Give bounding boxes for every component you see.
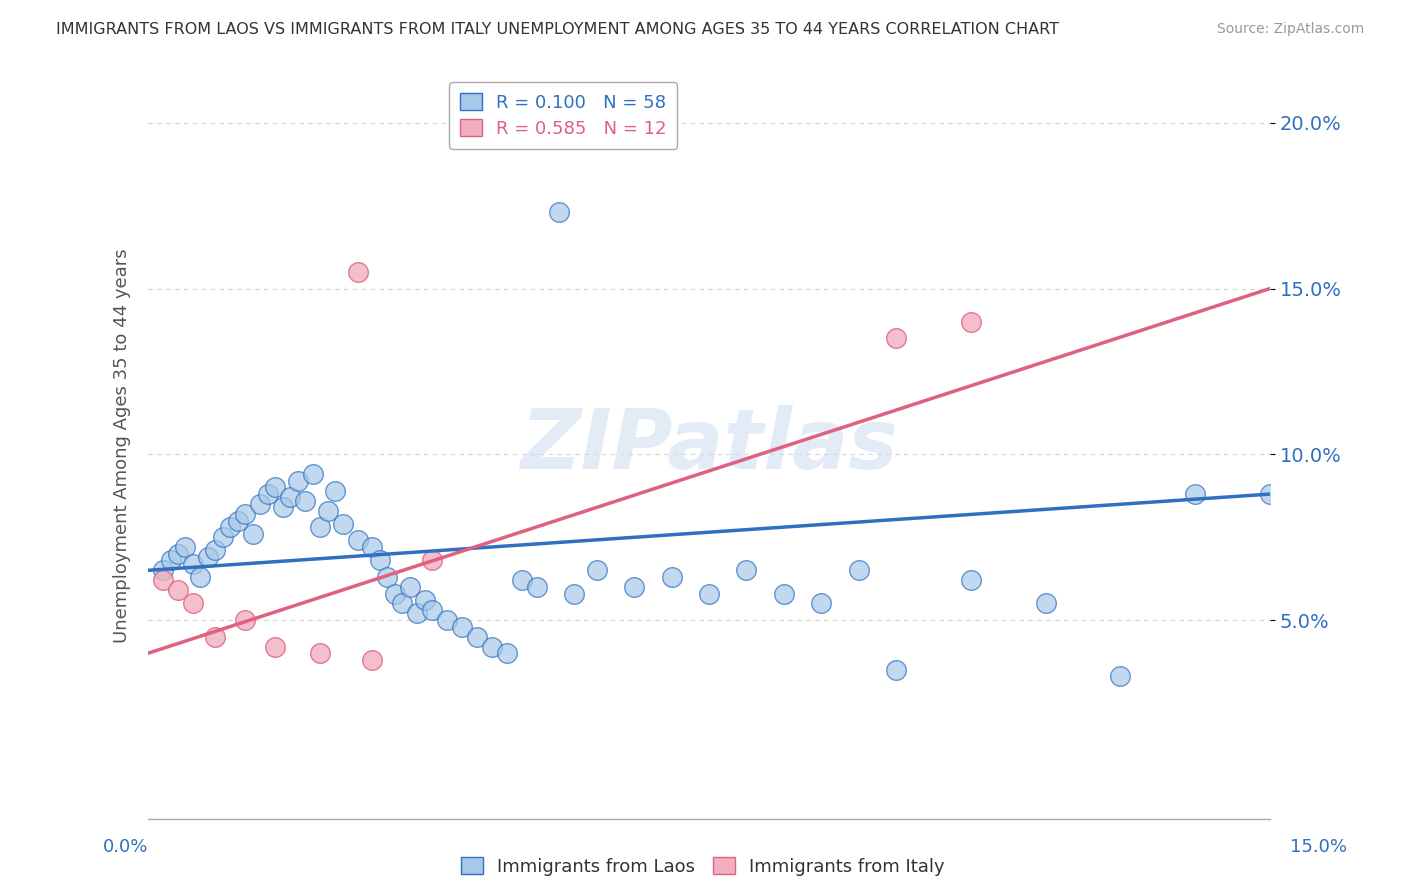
Point: [212, 530, 235, 544]
Point: [264, 480, 287, 494]
Point: [384, 586, 406, 600]
Point: [1184, 487, 1206, 501]
Point: [735, 563, 758, 577]
Point: [167, 583, 190, 598]
Point: [884, 331, 907, 345]
Point: [960, 315, 983, 329]
Point: [152, 574, 174, 588]
Point: [451, 620, 474, 634]
Point: [960, 574, 983, 588]
Point: [1035, 597, 1057, 611]
Point: [368, 553, 391, 567]
Point: [219, 520, 242, 534]
Point: [287, 474, 309, 488]
Point: [391, 597, 413, 611]
Text: 0.0%: 0.0%: [103, 838, 148, 855]
Point: [481, 640, 503, 654]
Point: [884, 663, 907, 677]
Point: [332, 516, 354, 531]
Point: [564, 586, 586, 600]
Point: [586, 563, 609, 577]
Y-axis label: Unemployment Among Ages 35 to 44 years: Unemployment Among Ages 35 to 44 years: [114, 249, 131, 643]
Text: IMMIGRANTS FROM LAOS VS IMMIGRANTS FROM ITALY UNEMPLOYMENT AMONG AGES 35 TO 44 Y: IMMIGRANTS FROM LAOS VS IMMIGRANTS FROM …: [56, 22, 1059, 37]
Point: [309, 646, 332, 660]
Point: [181, 557, 204, 571]
Point: [406, 607, 429, 621]
Point: [346, 533, 368, 548]
Point: [465, 630, 488, 644]
Point: [420, 553, 443, 567]
Point: [697, 586, 720, 600]
Point: [1258, 487, 1281, 501]
Point: [399, 580, 422, 594]
Point: [413, 593, 436, 607]
Point: [197, 550, 219, 565]
Legend: R = 0.100   N = 58, R = 0.585   N = 12: R = 0.100 N = 58, R = 0.585 N = 12: [449, 82, 678, 148]
Point: [420, 603, 443, 617]
Point: [526, 580, 548, 594]
Point: [361, 653, 384, 667]
Point: [301, 467, 323, 482]
Point: [496, 646, 519, 660]
Point: [548, 205, 571, 219]
Point: [346, 265, 368, 279]
Point: [249, 497, 271, 511]
Point: [773, 586, 796, 600]
Point: [152, 563, 174, 577]
Point: [661, 570, 683, 584]
Point: [271, 500, 294, 515]
Point: [323, 483, 346, 498]
Point: [1109, 669, 1132, 683]
Point: [436, 613, 458, 627]
Point: [233, 507, 256, 521]
Point: [848, 563, 870, 577]
Point: [278, 491, 301, 505]
Point: [623, 580, 645, 594]
Text: ZIPatlas: ZIPatlas: [520, 406, 898, 486]
Point: [361, 540, 384, 554]
Point: [159, 553, 181, 567]
Point: [294, 493, 316, 508]
Point: [204, 543, 226, 558]
Point: [204, 630, 226, 644]
Text: 15.0%: 15.0%: [1289, 838, 1347, 855]
Point: [181, 597, 204, 611]
Point: [233, 613, 256, 627]
Text: Source: ZipAtlas.com: Source: ZipAtlas.com: [1216, 22, 1364, 37]
Point: [510, 574, 533, 588]
Point: [226, 514, 249, 528]
Point: [190, 570, 212, 584]
Point: [377, 570, 399, 584]
Point: [256, 487, 278, 501]
Point: [810, 597, 832, 611]
Legend: Immigrants from Laos, Immigrants from Italy: Immigrants from Laos, Immigrants from It…: [454, 850, 952, 883]
Point: [309, 520, 332, 534]
Point: [174, 540, 197, 554]
Point: [316, 503, 339, 517]
Point: [167, 547, 190, 561]
Point: [264, 640, 287, 654]
Point: [242, 527, 264, 541]
